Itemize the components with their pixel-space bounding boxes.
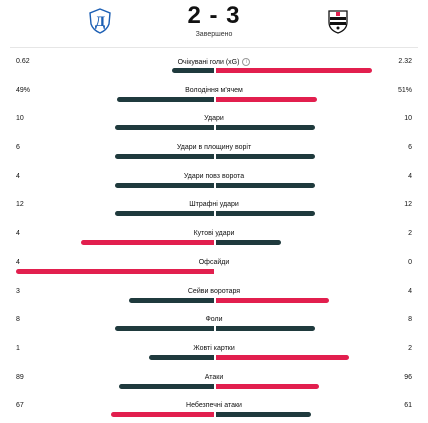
stat-row: 12 Штрафні удари 12	[0, 191, 428, 220]
stat-label: Удари повз ворота	[114, 173, 314, 180]
stat-home-bar	[115, 326, 214, 332]
stat-label-text: Кутові удари	[193, 230, 235, 238]
stat-label-text: Сейви воротаря	[187, 287, 241, 295]
stat-away-bar	[216, 125, 315, 131]
match-status: Завершено	[195, 31, 233, 38]
stat-label-text: Удари в площину воріт	[176, 144, 252, 152]
stat-row: 49% Володіння м'ячем 51%	[0, 77, 428, 106]
stat-row: 67 Небезпечні атаки 61	[0, 392, 428, 421]
stat-home-value: 1	[16, 344, 20, 352]
stat-home-value: 4	[16, 230, 20, 238]
match-score: 2 - 3	[187, 2, 241, 29]
match-header: Д 2 - 3 Завершено	[0, 0, 428, 48]
stat-home-value: 8	[16, 316, 20, 324]
stat-home-value: 10	[16, 115, 24, 123]
stat-label: Кутові удари	[114, 230, 314, 237]
stat-away-bar	[216, 96, 317, 102]
stat-label-text: Удари	[204, 115, 224, 123]
stat-label: Очікувані голи (xG) i	[114, 58, 314, 66]
stat-label-text: Штрафні удари	[189, 201, 239, 209]
stat-home-bar	[81, 240, 214, 246]
stat-away-value: 8	[408, 316, 412, 324]
svg-text:Д: Д	[95, 14, 106, 30]
stat-away-bar	[216, 68, 373, 73]
stat-home-bar	[172, 68, 214, 73]
stat-home-bar	[128, 297, 214, 303]
stat-home-bar	[118, 383, 214, 389]
stat-row: 89 Атаки 96	[0, 364, 428, 393]
stat-away-bar	[216, 240, 282, 246]
stat-away-bar	[216, 354, 349, 360]
stat-away-value: 0	[408, 258, 412, 266]
stat-home-bar	[111, 412, 214, 418]
stat-away-value: 6	[408, 144, 412, 152]
stat-label: Удари	[114, 115, 314, 122]
stat-away-value: 51%	[397, 86, 412, 94]
stat-away-value: 12	[404, 201, 412, 209]
stat-label-text: Фоли	[205, 316, 223, 324]
stat-home-bar	[115, 154, 214, 160]
stat-label-text: Атаки	[204, 373, 224, 381]
stat-home-bar	[115, 211, 214, 217]
stats-list: 0.62 Очікувані голи (xG) i 2.32 49% Володіння…	[0, 48, 428, 421]
stat-away-bar	[216, 211, 315, 217]
stat-row: 6 Удари в площину воріт 6	[0, 134, 428, 163]
stat-label: Жовті картки	[114, 345, 314, 352]
stat-away-value: 96	[404, 373, 412, 381]
stat-label-text: Удари повз ворота	[183, 172, 245, 180]
stat-row: 0.62 Очікувані голи (xG) i 2.32	[0, 48, 428, 77]
stat-label: Атаки	[114, 374, 314, 381]
stat-away-bar	[216, 326, 315, 332]
stat-away-bar	[216, 182, 315, 188]
stat-label-text: Офсайди	[198, 258, 230, 266]
stat-row: 4 Кутові удари 2	[0, 220, 428, 249]
stat-home-value: 3	[16, 287, 20, 295]
stat-away-bar	[216, 383, 319, 389]
stat-label-text: Володіння м'ячем	[185, 86, 243, 94]
stat-home-value: 89	[16, 373, 24, 381]
stat-label-text: Жовті картки	[193, 344, 235, 352]
stat-label: Штрафні удари	[114, 201, 314, 208]
stat-home-value: 6	[16, 144, 20, 152]
stat-label: Небезпечні атаки	[114, 402, 314, 409]
stat-row: 4 Офсайди 0	[0, 249, 428, 278]
stat-label: Фоли	[114, 316, 314, 323]
stat-row: 1 Жовті картки 2	[0, 335, 428, 364]
stat-row: 3 Сейви воротаря 4	[0, 278, 428, 307]
stat-home-bar	[115, 125, 214, 131]
stat-away-bar	[216, 154, 315, 160]
stat-away-value: 4	[408, 287, 412, 295]
stat-label: Офсайди	[114, 259, 314, 266]
stat-home-value: 4	[16, 172, 20, 180]
stat-home-bar	[116, 96, 214, 102]
stat-away-bar	[216, 412, 312, 418]
stat-away-value: 2	[408, 230, 412, 238]
stat-away-bar	[216, 297, 329, 303]
header-divider	[10, 47, 418, 48]
stat-label-text: Небезпечні атаки	[186, 402, 242, 410]
stat-home-value: 67	[16, 402, 24, 410]
stat-home-value: 0.62	[16, 58, 30, 65]
besiktas-crest-icon[interactable]	[327, 8, 349, 34]
dynamo-kyiv-crest-icon[interactable]: Д	[88, 8, 112, 34]
stat-home-bar	[115, 182, 214, 188]
stat-home-value: 49%	[16, 86, 31, 94]
stat-away-value: 4	[408, 172, 412, 180]
stat-row: 8 Фоли 8	[0, 306, 428, 335]
stat-away-value: 10	[404, 115, 412, 123]
info-icon[interactable]: i	[242, 58, 251, 66]
stat-away-value: 61	[404, 402, 412, 410]
stat-home-value: 12	[16, 201, 24, 209]
stat-label: Володіння м'ячем	[114, 87, 314, 94]
stat-label: Удари в площину воріт	[114, 144, 314, 151]
stat-away-value: 2.32	[398, 58, 412, 65]
stat-label: Сейви воротаря	[114, 288, 314, 295]
stat-row: 10 Удари 10	[0, 105, 428, 134]
stat-row: 4 Удари повз ворота 4	[0, 163, 428, 192]
stat-home-value: 4	[16, 258, 20, 266]
stat-home-bar	[16, 268, 214, 274]
stat-home-bar	[148, 354, 214, 360]
stat-label-text: Очікувані голи (xG)	[177, 59, 240, 66]
stat-away-value: 2	[408, 344, 412, 352]
